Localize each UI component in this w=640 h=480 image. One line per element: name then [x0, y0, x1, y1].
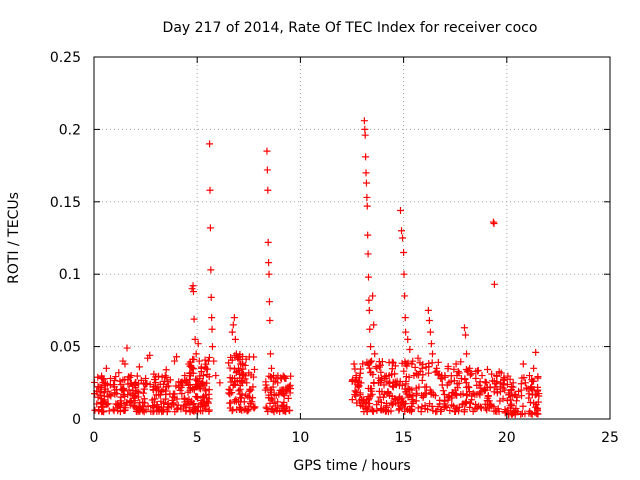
chart-background: [0, 0, 640, 480]
x-tick-label: 0: [90, 430, 99, 446]
x-tick-label: 25: [601, 430, 619, 446]
x-tick-label: 5: [193, 430, 202, 446]
y-tick-label: 0.15: [50, 195, 81, 211]
x-tick-label: 10: [291, 430, 309, 446]
y-tick-label: 0.25: [50, 50, 81, 66]
chart-title: Day 217 of 2014, Rate Of TEC Index for r…: [163, 20, 538, 36]
x-axis-label: GPS time / hours: [293, 458, 410, 474]
y-tick-label: 0.05: [50, 340, 81, 356]
x-tick-label: 20: [498, 430, 516, 446]
y-tick-label: 0: [72, 412, 81, 428]
roti-chart: Day 217 of 2014, Rate Of TEC Index for r…: [0, 0, 640, 480]
y-tick-label: 0.1: [59, 267, 81, 283]
y-tick-label: 0.2: [59, 122, 81, 138]
x-tick-label: 15: [395, 430, 413, 446]
y-axis-label: ROTI / TECUs: [6, 192, 22, 284]
